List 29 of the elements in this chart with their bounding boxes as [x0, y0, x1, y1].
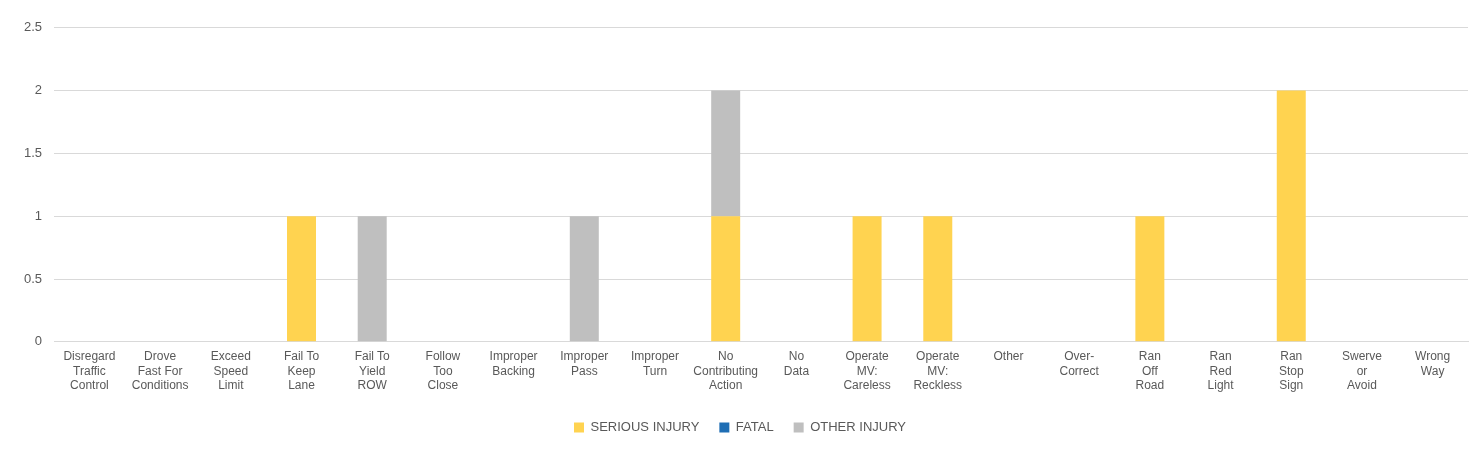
x-tick-label: Swerve or Avoid — [1341, 349, 1383, 393]
y-tick-label: 2 — [34, 82, 43, 98]
x-tick-label: Fail To Yield ROW — [354, 349, 391, 393]
y-tick-label: 1 — [34, 207, 43, 223]
y-tick-label: 1.5 — [23, 144, 43, 160]
x-tick-label: Wrong Way — [1415, 349, 1451, 378]
x-tick-label: Ran Off Road — [1135, 349, 1165, 393]
x-tick-label: Other — [993, 349, 1024, 364]
x-tick-label: Drove Fast For Conditions — [131, 349, 189, 393]
x-tick-label: Operate MV: Careless — [843, 349, 891, 393]
x-tick-label: Exceed Speed Limit — [210, 349, 251, 393]
x-tick-label: Ran Red Light — [1207, 349, 1235, 393]
x-tick-label: Improper Pass — [560, 349, 609, 378]
y-tick-label: 0 — [34, 333, 43, 349]
legend-label: FATAL — [735, 419, 774, 435]
x-tick-label: Ran Stop Sign — [1278, 349, 1304, 393]
x-tick-label: Improper Backing — [489, 349, 538, 378]
x-tick-label: No Contributing Action — [693, 349, 759, 393]
x-tick-label: No Data — [783, 349, 810, 378]
legend-label: SERIOUS INJURY — [590, 419, 700, 435]
x-tick-label: Improper Turn — [630, 349, 680, 378]
x-tick-label: Follow Too Close — [425, 349, 461, 393]
x-tick-label: Fail To Keep Lane — [283, 349, 320, 393]
y-tick-label: 2.5 — [23, 19, 43, 35]
y-tick-label: 0.5 — [23, 270, 43, 286]
x-tick-label: Over- Correct — [1059, 349, 1100, 378]
legend-label: OTHER INJURY — [810, 419, 907, 435]
x-tick-label: Disregard Traffic Control — [63, 349, 116, 393]
x-tick-label: Operate MV: Reckless — [913, 349, 963, 393]
